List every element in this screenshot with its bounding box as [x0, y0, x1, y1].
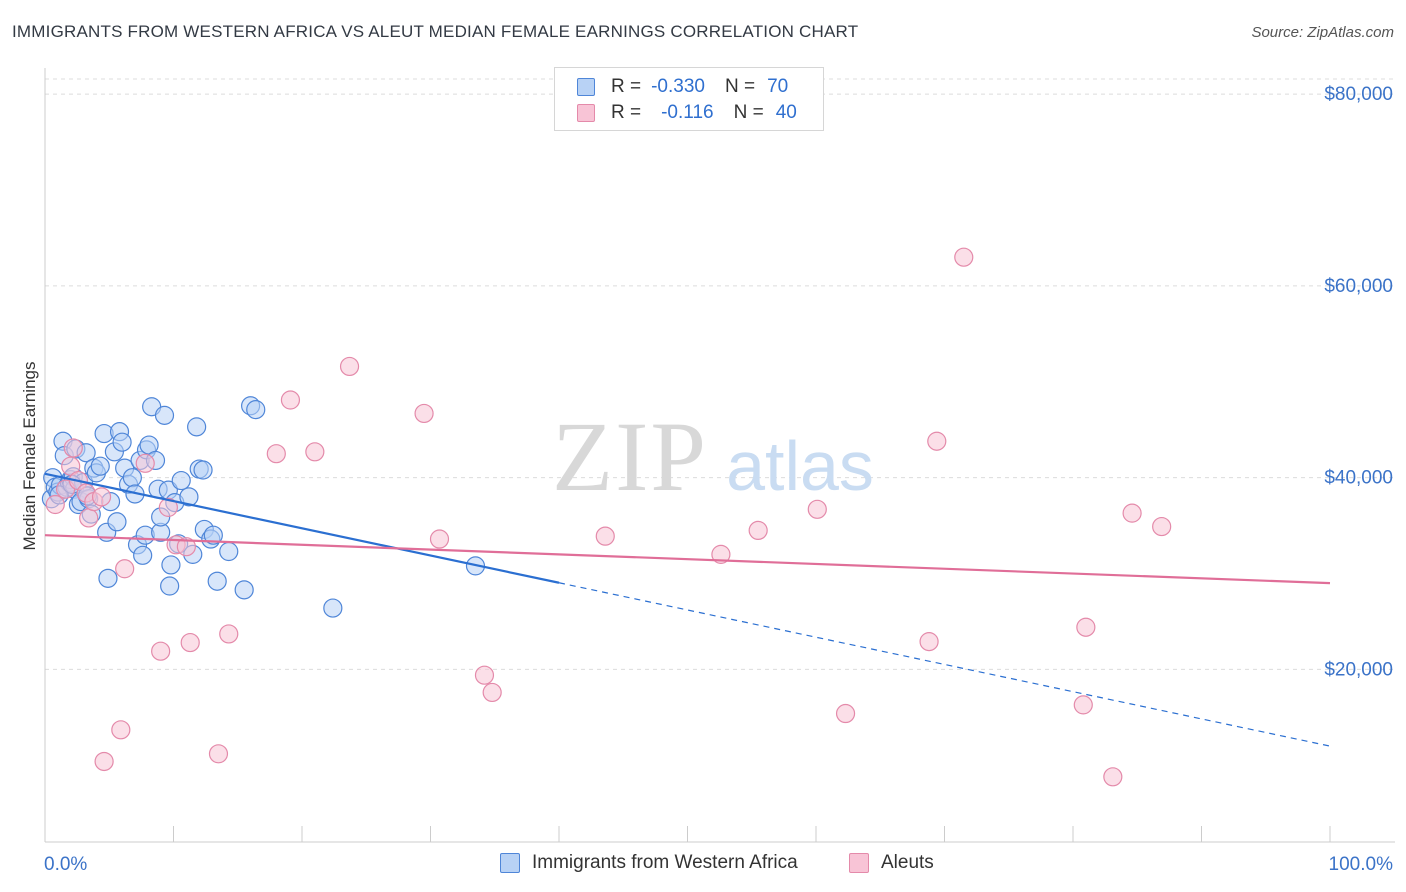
- aleut-point: [748, 520, 768, 541]
- aleut-point: [711, 544, 731, 564]
- aleut-point: [208, 744, 229, 764]
- western-africa-point: [161, 555, 181, 575]
- western-africa-point: [234, 580, 254, 600]
- aleut-point: [94, 751, 114, 772]
- aleut-point: [339, 356, 360, 377]
- western-africa-point: [219, 541, 239, 562]
- pink-swatch-icon: [849, 853, 869, 873]
- aleut-point: [266, 444, 286, 464]
- aleut-point: [919, 632, 939, 652]
- y-tick-label: $60,000: [1324, 276, 1393, 297]
- western-africa-point: [171, 470, 191, 491]
- aleut-point: [1073, 695, 1093, 715]
- aleut-point: [111, 720, 131, 740]
- aleut-point: [79, 508, 99, 528]
- aleut-point: [115, 559, 135, 579]
- aleut-point: [1076, 617, 1096, 637]
- stats-legend-row-blue: R = -0.330 N = 70: [577, 76, 788, 98]
- western-africa-point: [323, 598, 343, 618]
- legend-item-western-africa: Immigrants from Western Africa: [500, 852, 798, 874]
- aleut-point: [474, 665, 495, 685]
- watermark-zip: ZIP: [552, 401, 708, 512]
- n-label: N =: [733, 102, 764, 123]
- stats-legend: R = -0.330 N = 70 R = -0.116 N = 40: [554, 67, 824, 131]
- r-label: R =: [611, 76, 642, 97]
- aleut-point: [482, 682, 502, 703]
- aleut-point: [1103, 767, 1123, 787]
- western-africa-point: [207, 571, 227, 591]
- aleut-point: [429, 529, 450, 549]
- n-value: 40: [775, 102, 797, 123]
- western-africa-point: [122, 468, 142, 488]
- western-africa-point: [133, 545, 153, 565]
- legend-label: Immigrants from Western Africa: [532, 852, 798, 873]
- aleut-point: [63, 438, 83, 458]
- aleut-point: [45, 494, 65, 515]
- y-tick-label: $80,000: [1324, 84, 1393, 105]
- blue-swatch-icon: [500, 853, 520, 873]
- x-tick-label: 0.0%: [44, 854, 87, 875]
- aleut-point: [151, 641, 171, 661]
- aleut-point: [414, 403, 434, 424]
- aleut-point: [280, 390, 301, 410]
- aleut-point: [91, 487, 112, 507]
- pink-swatch-icon: [577, 104, 595, 122]
- watermark: ZIP atlas: [552, 401, 874, 512]
- y-tick-label: $20,000: [1324, 659, 1393, 680]
- western-africa-trend-line-extension: [558, 582, 1331, 747]
- aleut-point: [595, 526, 615, 546]
- n-value: 70: [767, 76, 789, 97]
- aleut-point: [1152, 516, 1172, 537]
- aleut-point: [1122, 503, 1142, 523]
- western-africa-point: [90, 456, 110, 476]
- western-africa-point: [193, 460, 213, 480]
- x-tick-label: 100.0%: [1329, 854, 1394, 875]
- western-africa-point: [203, 525, 223, 545]
- watermark-atlas: atlas: [726, 427, 874, 505]
- y-axis-title: Median Female Earnings: [20, 361, 39, 551]
- r-value: -0.116: [661, 102, 714, 123]
- n-label: N =: [724, 76, 756, 97]
- aleut-point: [176, 537, 196, 557]
- aleut-point: [305, 442, 325, 462]
- tick-label-layer: $20,000 $40,000 $60,000 $80,000 0.0% 100.0%: [44, 84, 1393, 875]
- r-value: -0.330: [651, 76, 705, 97]
- axis-layer: [44, 68, 1395, 843]
- y-tick-label: $40,000: [1324, 468, 1393, 489]
- aleut-point: [927, 431, 947, 451]
- chart-title: IMMIGRANTS FROM WESTERN AFRICA VS ALEUT …: [12, 22, 859, 41]
- legend-label: Aleuts: [881, 852, 934, 873]
- western-africa-point: [154, 405, 175, 425]
- legend-item-aleuts: Aleuts: [849, 852, 934, 874]
- blue-swatch-icon: [577, 78, 595, 96]
- western-africa-point: [179, 487, 199, 507]
- western-africa-point: [246, 400, 266, 420]
- stats-legend-row-pink: R = -0.116 N = 40: [577, 102, 797, 124]
- aleut-point: [180, 632, 200, 653]
- aleut-point: [807, 499, 827, 519]
- r-label: R =: [611, 102, 642, 123]
- aleut-point: [135, 453, 155, 473]
- source-label: Source: ZipAtlas.com: [1251, 24, 1394, 41]
- western-africa-point: [187, 417, 207, 437]
- western-africa-point: [98, 568, 118, 588]
- western-africa-point: [160, 576, 180, 596]
- trend-layer: [44, 472, 1331, 747]
- aleut-trend-line: [44, 534, 1331, 585]
- western-africa-point: [112, 432, 132, 452]
- western-africa-point: [107, 512, 127, 532]
- aleut-point: [219, 624, 239, 644]
- points-layer: [41, 247, 1172, 787]
- aleut-point: [158, 497, 178, 517]
- western-africa-trend-line: [44, 472, 560, 584]
- aleut-point: [835, 703, 856, 724]
- aleut-point: [954, 247, 974, 267]
